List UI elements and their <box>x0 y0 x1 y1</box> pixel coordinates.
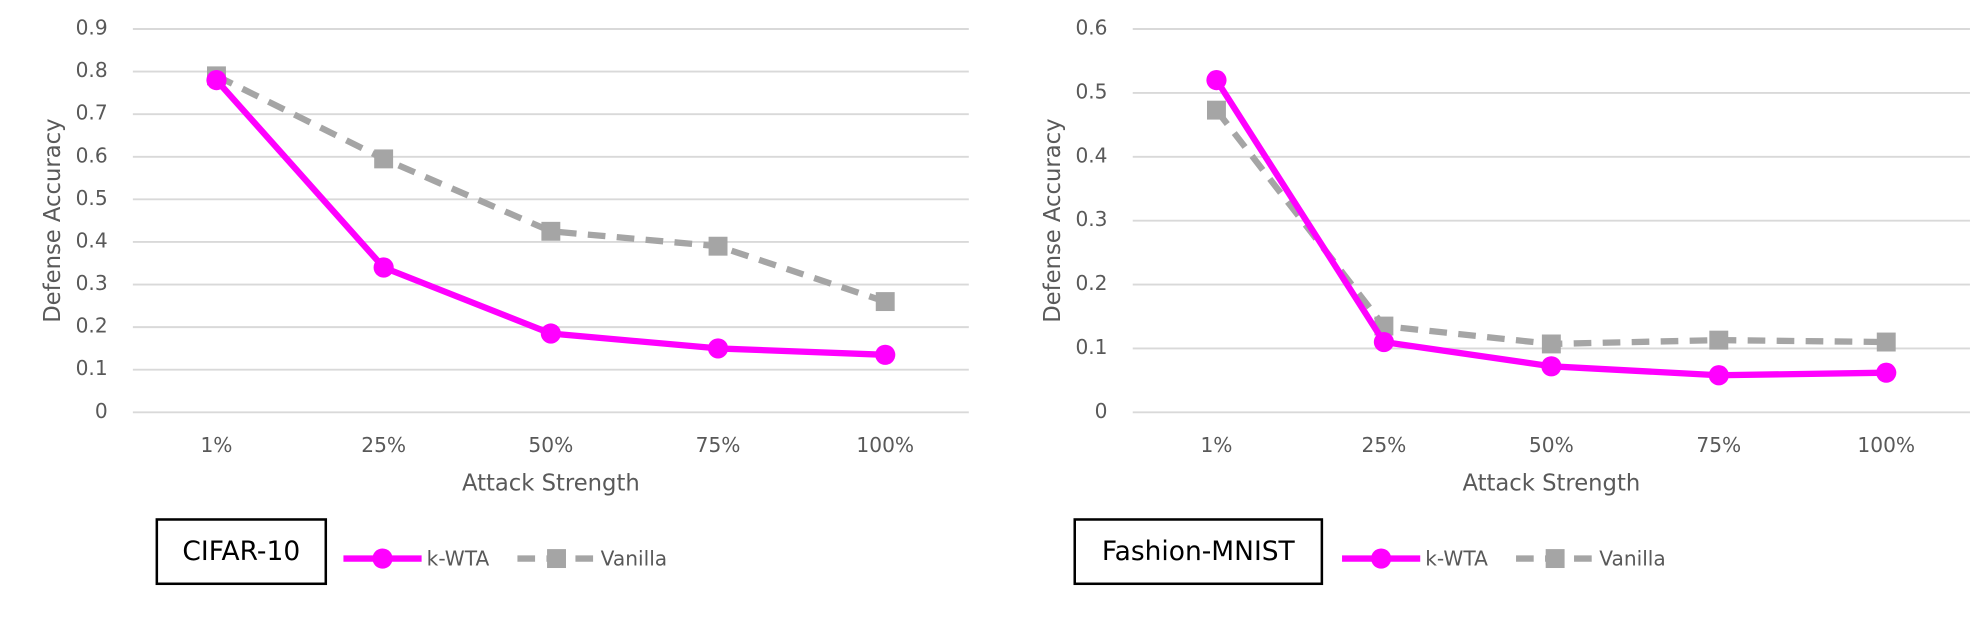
data-point <box>875 292 895 312</box>
data-point <box>373 257 394 278</box>
y-tick-label: 0.8 <box>76 58 108 82</box>
x-tick-label: 1% <box>1200 433 1232 457</box>
y-tick-label: 0.7 <box>76 101 108 125</box>
y-tick-label: 0.1 <box>1075 335 1107 359</box>
legend-marker <box>1371 548 1392 569</box>
x-tick-label: 50% <box>1529 433 1574 457</box>
x-tick-label: 1% <box>200 433 232 457</box>
y-axis-title: Defense Accuracy <box>1040 118 1066 322</box>
x-tick-label: 25% <box>1361 433 1406 457</box>
data-point <box>708 236 728 256</box>
legend-marker <box>1545 549 1565 569</box>
legend-label: Vanilla <box>1599 546 1666 570</box>
data-point <box>1206 70 1227 91</box>
data-point <box>1876 362 1897 383</box>
x-tick-label: 100% <box>1857 433 1915 457</box>
title-box <box>1073 518 1324 586</box>
data-point <box>541 221 561 241</box>
y-tick-label: 0 <box>1095 399 1108 423</box>
legend-label: k-WTA <box>427 546 490 570</box>
y-tick-label: 0.2 <box>1075 271 1107 295</box>
data-point <box>1876 332 1896 352</box>
legend-marker <box>547 549 566 569</box>
y-tick-label: 0.2 <box>76 314 108 338</box>
title-box <box>155 518 328 586</box>
data-point <box>707 338 729 359</box>
y-tick-label: 0.1 <box>76 356 108 380</box>
chart-title: Fashion-MNIST <box>1102 536 1296 567</box>
legend-marker <box>372 548 393 569</box>
data-point <box>374 149 394 169</box>
y-tick-label: 0.3 <box>1075 207 1107 231</box>
chart-title: CIFAR-10 <box>182 536 300 567</box>
data-point <box>875 344 896 365</box>
y-tick-label: 0.6 <box>76 143 108 167</box>
x-tick-label: 100% <box>856 433 914 457</box>
y-tick-label: 0.5 <box>1075 79 1107 103</box>
y-tick-label: 0.9 <box>76 16 108 40</box>
legend-label: Vanilla <box>601 546 668 570</box>
data-point <box>1709 330 1729 350</box>
data-point <box>1541 356 1562 377</box>
y-axis-title: Defense Accuracy <box>40 118 66 322</box>
data-point <box>1207 100 1226 120</box>
data-point <box>540 323 561 344</box>
x-tick-label: 50% <box>528 433 573 457</box>
y-tick-label: 0.6 <box>1075 16 1107 40</box>
x-tick-label: 25% <box>361 433 406 457</box>
data-point <box>1708 365 1729 386</box>
legend-label: k-WTA <box>1425 546 1488 570</box>
y-tick-label: 0.5 <box>76 186 108 210</box>
x-tick-label: 75% <box>1696 433 1741 457</box>
series-line <box>215 73 887 305</box>
series-line <box>1213 78 1887 379</box>
data-point <box>1541 334 1561 354</box>
data-point <box>206 70 227 91</box>
x-axis-title: Attack Strength <box>462 471 640 497</box>
data-point <box>1373 331 1394 353</box>
series-line <box>214 78 886 358</box>
y-tick-label: 0.4 <box>76 228 108 252</box>
y-tick-label: 0 <box>95 399 108 423</box>
x-tick-label: 75% <box>696 433 741 457</box>
series-line <box>1213 108 1887 348</box>
x-axis-title: Attack Strength <box>1462 471 1640 497</box>
y-tick-label: 0.4 <box>1075 143 1107 167</box>
y-tick-label: 0.3 <box>76 271 108 295</box>
